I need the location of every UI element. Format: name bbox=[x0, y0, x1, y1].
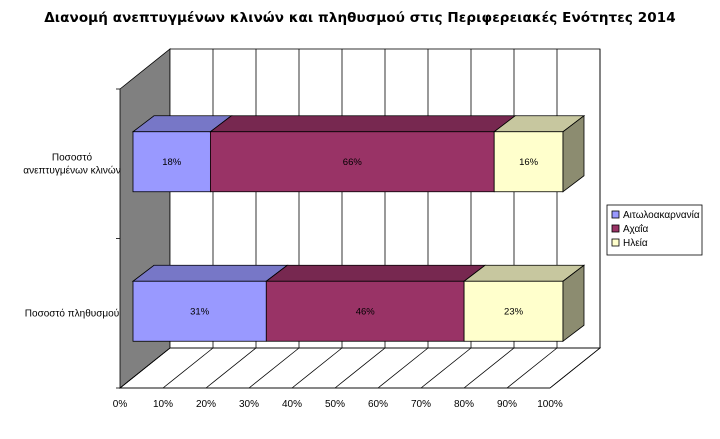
x-tick-label: 70% bbox=[411, 399, 431, 410]
data-label: 31% bbox=[190, 306, 210, 317]
bar-segment bbox=[132, 280, 267, 342]
gridline-floor bbox=[119, 347, 171, 389]
bar-side-face bbox=[562, 114, 585, 193]
gridline-floor bbox=[334, 347, 386, 389]
x-tick-label: 90% bbox=[497, 399, 517, 410]
gridline-floor bbox=[205, 347, 257, 389]
gridline-floor bbox=[162, 347, 214, 389]
legend-entry: Αιτωλοακαρνανία bbox=[623, 209, 700, 221]
legend-entry: Αχαΐα bbox=[623, 223, 648, 235]
data-label: 23% bbox=[504, 306, 524, 317]
bar-segment bbox=[209, 131, 495, 193]
x-tick-label: 40% bbox=[282, 399, 302, 410]
gridline-floor bbox=[506, 347, 558, 389]
x-tick-label: 30% bbox=[239, 399, 259, 410]
gridline-floor bbox=[248, 347, 300, 389]
data-label: 46% bbox=[356, 306, 376, 317]
data-label: 66% bbox=[343, 157, 363, 168]
bar-top-face bbox=[265, 264, 487, 282]
data-label: 16% bbox=[519, 157, 539, 168]
gridline-floor bbox=[463, 347, 515, 389]
gridline-floor bbox=[377, 347, 429, 389]
legend-entry: Ηλεία bbox=[623, 237, 648, 249]
bar-segment bbox=[132, 131, 211, 193]
bar-segment bbox=[493, 131, 564, 193]
x-tick-label: 60% bbox=[368, 399, 388, 410]
gridline-floor bbox=[549, 347, 601, 389]
legend-swatch bbox=[611, 210, 620, 219]
legend-swatch bbox=[611, 238, 620, 247]
legend-swatch bbox=[611, 224, 620, 233]
gridline-floor bbox=[420, 347, 472, 389]
x-tick-label: 10% bbox=[153, 399, 173, 410]
chart-title: Διανομή ανεπτυγμένων κλινών και πληθυσμο… bbox=[44, 10, 676, 26]
bar-segment bbox=[463, 280, 564, 342]
bar-segment bbox=[265, 280, 465, 342]
bar-top-face bbox=[131, 264, 289, 282]
bar-top-face bbox=[209, 115, 517, 133]
x-tick-label: 0% bbox=[113, 399, 128, 410]
x-tick-label: 50% bbox=[325, 399, 345, 410]
x-tick-label: 80% bbox=[454, 399, 474, 410]
gridline-floor bbox=[291, 347, 343, 389]
category-label: Ποσοστό πληθυσμού bbox=[25, 307, 119, 319]
data-label: 18% bbox=[162, 157, 182, 168]
bar-side-face bbox=[562, 264, 585, 343]
category-label: ανεπτυγμένων κλινών bbox=[23, 164, 120, 176]
x-tick-label: 20% bbox=[196, 399, 216, 410]
legend-box bbox=[606, 204, 703, 256]
x-tick-label: 100% bbox=[537, 399, 563, 410]
category-label: Ποσοστό bbox=[52, 151, 93, 163]
